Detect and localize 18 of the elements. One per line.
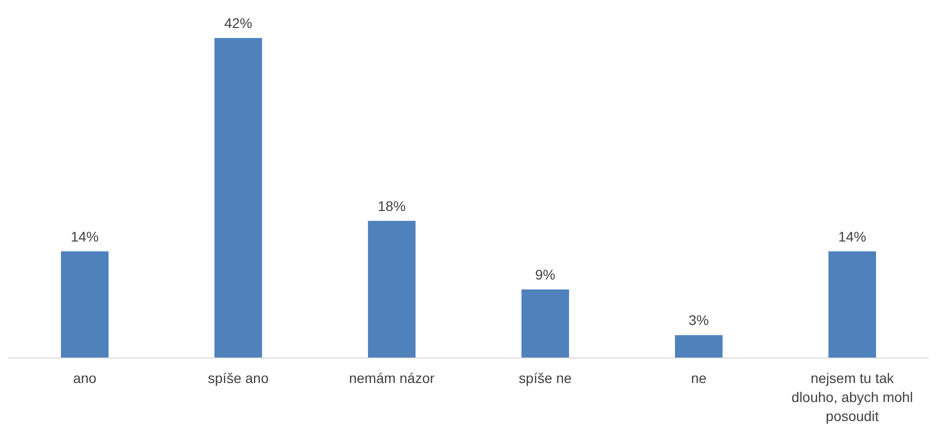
x-tick-label: ne xyxy=(690,370,707,386)
bar xyxy=(368,220,416,358)
bar xyxy=(214,38,262,358)
data-label: 14% xyxy=(838,228,866,244)
x-tick-label: nemám názor xyxy=(348,370,435,386)
x-tick-label: spíše ne xyxy=(518,370,572,386)
data-label: 9% xyxy=(535,266,556,282)
bar xyxy=(828,251,876,358)
x-tick-label: nejsem tu tak dlouho, abych mohl posoudit xyxy=(792,370,913,424)
data-label: 14% xyxy=(70,228,99,244)
data-label: 3% xyxy=(688,312,709,328)
x-tick-label: ano xyxy=(73,370,97,386)
x-tick-label: spíše ano xyxy=(208,370,269,386)
data-label: 18% xyxy=(378,198,406,214)
data-label: 42% xyxy=(224,15,252,31)
bar xyxy=(60,251,109,358)
bar xyxy=(521,289,570,358)
bar xyxy=(674,335,723,358)
